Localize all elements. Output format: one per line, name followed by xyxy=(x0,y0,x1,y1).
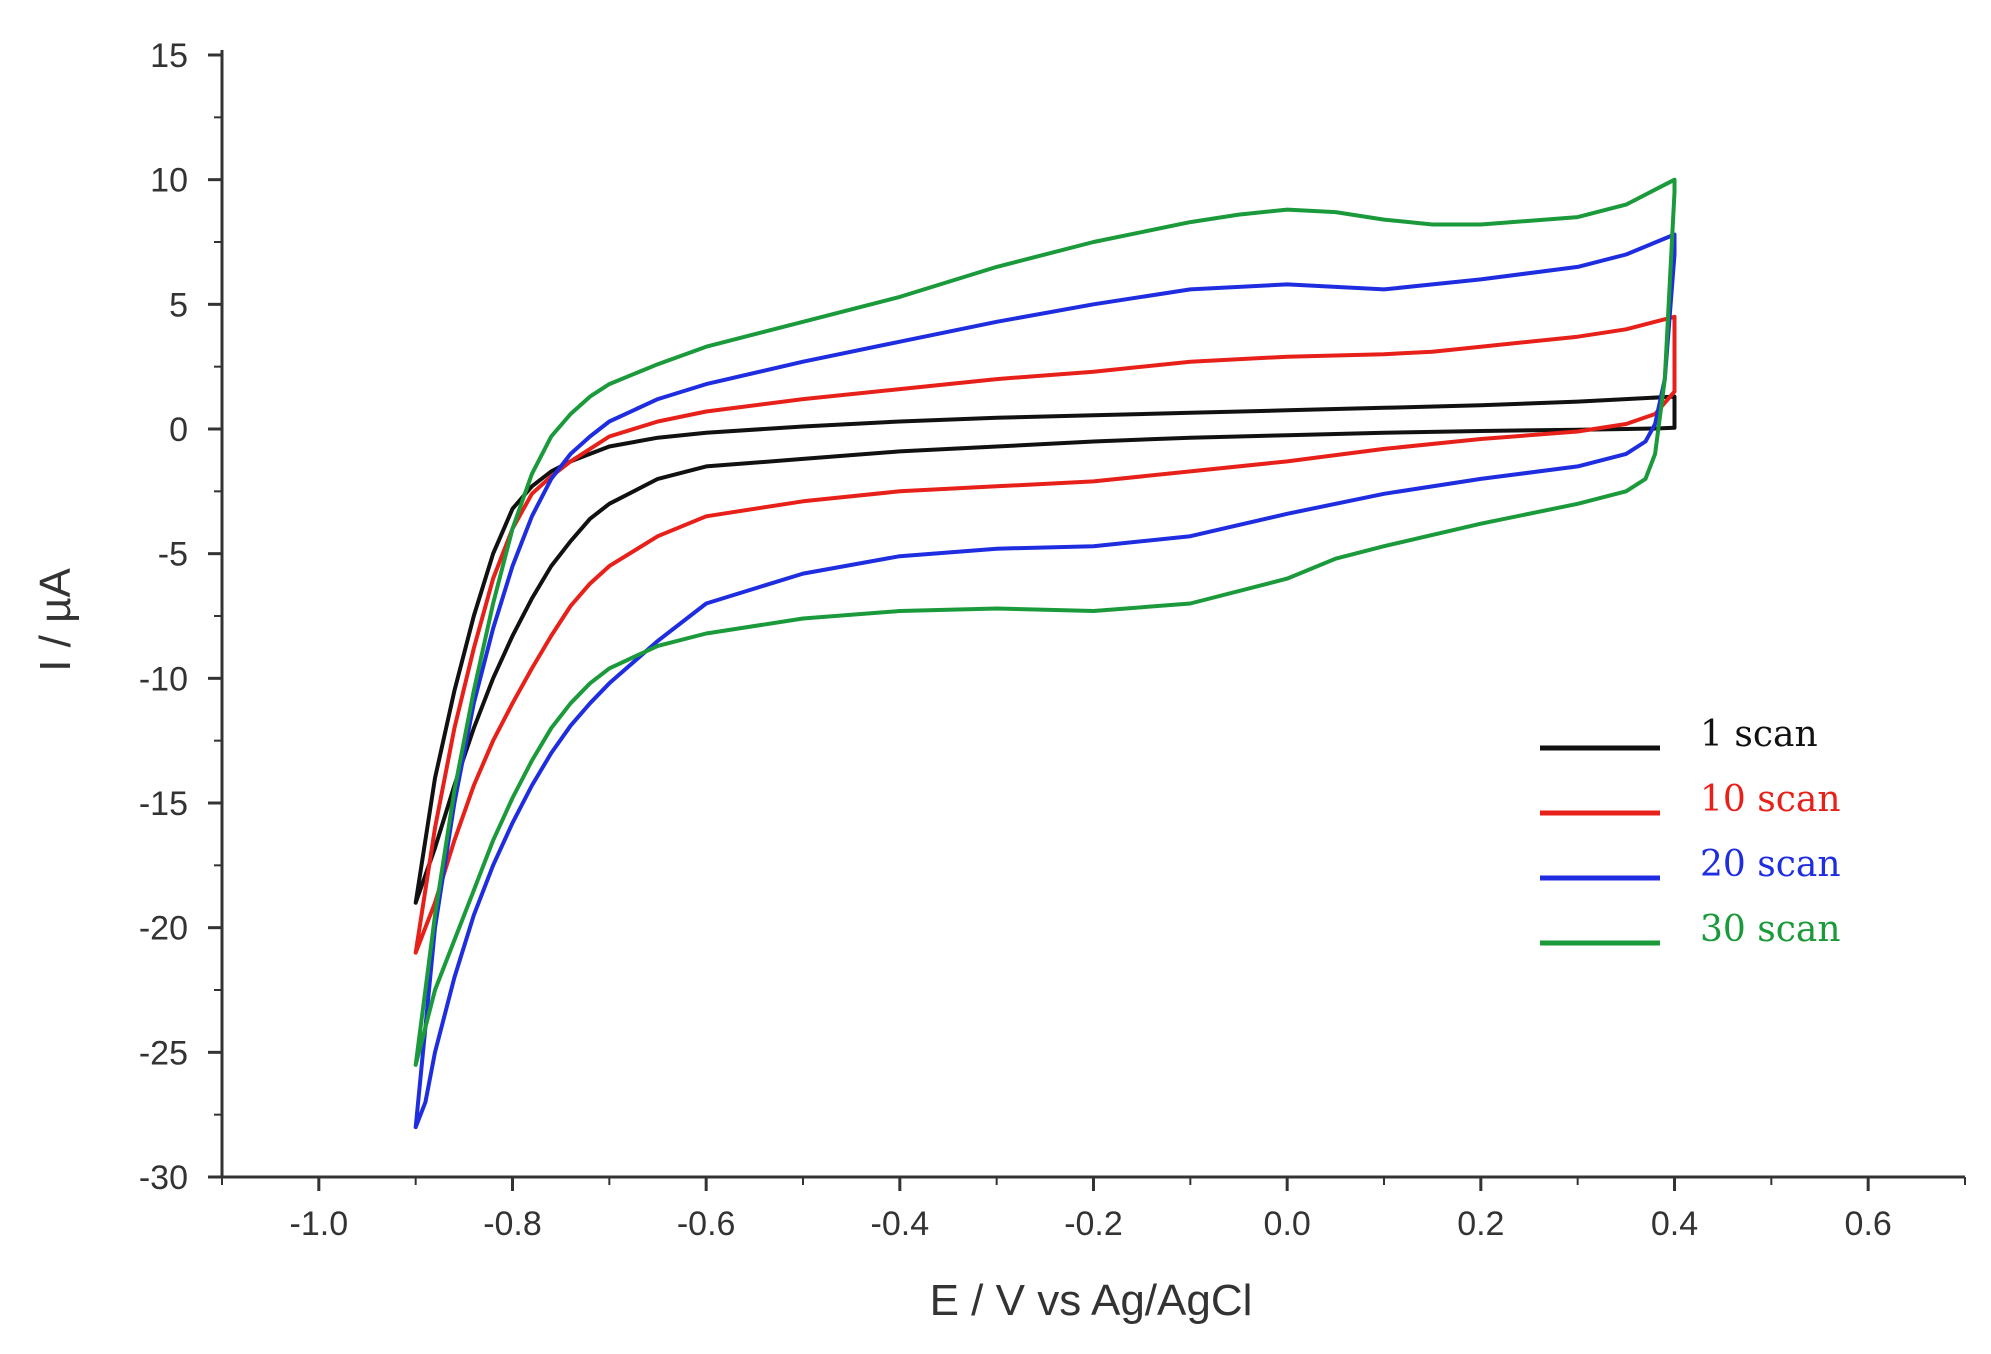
legend-label: 1 scan xyxy=(1700,714,1818,755)
x-tick-label: -0.6 xyxy=(677,1205,736,1243)
x-tick-label: 0.2 xyxy=(1457,1205,1504,1243)
x-tick-label: 0.6 xyxy=(1845,1205,1892,1243)
series-line-20-scan xyxy=(413,232,1677,1130)
x-tick-label: -0.8 xyxy=(483,1205,542,1243)
x-tick-label: -1.0 xyxy=(290,1205,349,1243)
y-tick-label: 0 xyxy=(169,411,188,449)
y-tick-label: 5 xyxy=(169,286,188,324)
series-line-1-scan xyxy=(413,394,1677,905)
y-tick-label: -30 xyxy=(139,1159,188,1197)
y-axis-title: I / µA xyxy=(31,568,80,672)
series-line-10-scan xyxy=(413,314,1677,955)
legend-label: 10 scan xyxy=(1700,779,1841,820)
legend-label: 30 scan xyxy=(1700,909,1841,950)
x-axis-title: E / V vs Ag/AgCl xyxy=(930,1276,1253,1325)
x-tick-label: 0.4 xyxy=(1651,1205,1698,1243)
y-tick-label: 15 xyxy=(150,37,188,75)
x-tick-label: -0.4 xyxy=(871,1205,930,1243)
y-tick-label: -20 xyxy=(139,910,188,948)
y-tick-label: 10 xyxy=(150,162,188,200)
y-tick-label: -25 xyxy=(139,1034,188,1072)
legend-label: 20 scan xyxy=(1700,844,1841,885)
series-line-30-scan xyxy=(413,177,1677,1067)
y-tick-label: -5 xyxy=(158,536,188,574)
y-tick-label: -15 xyxy=(139,785,188,823)
x-tick-label: -0.2 xyxy=(1064,1205,1123,1243)
x-tick-label: 0.0 xyxy=(1264,1205,1311,1243)
y-tick-label: -10 xyxy=(139,660,188,698)
